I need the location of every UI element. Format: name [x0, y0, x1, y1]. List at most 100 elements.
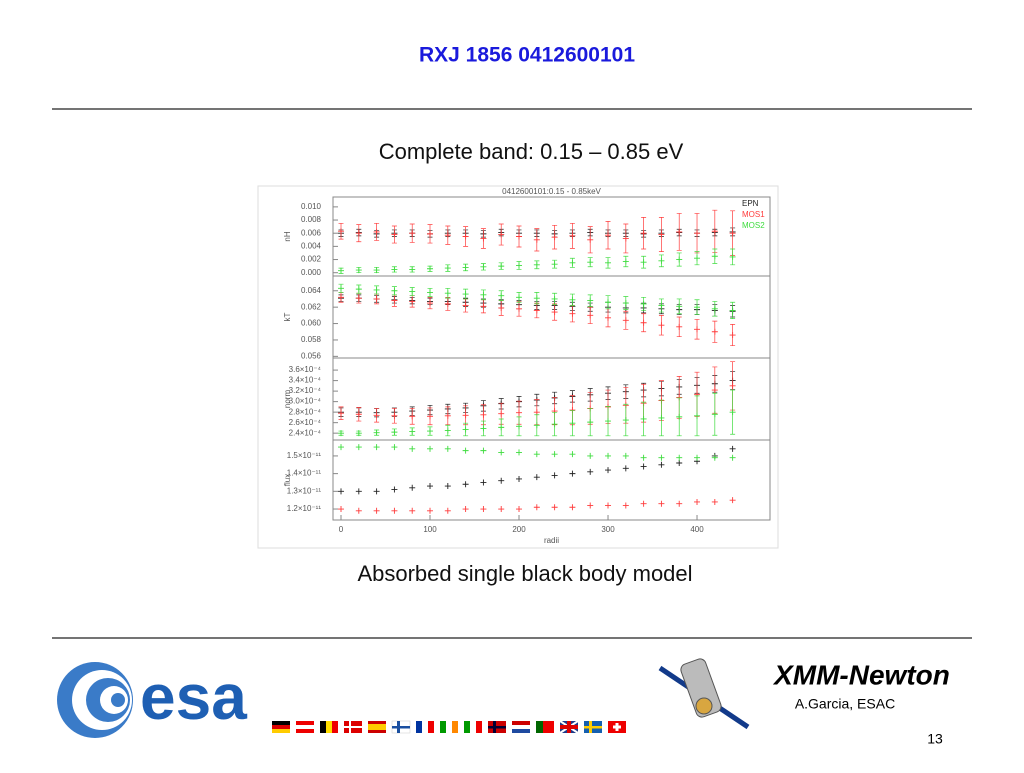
data-point [533, 474, 540, 481]
y-tick-label: 0.062 [301, 302, 322, 311]
x-tick-label: 400 [690, 525, 704, 534]
esa-logo [57, 662, 133, 738]
caption: Absorbed single black body model [357, 561, 692, 586]
legend-entry: MOS2 [742, 221, 765, 230]
data-point [676, 303, 683, 310]
data-point [355, 286, 362, 293]
data-point [729, 382, 736, 389]
data-point [622, 502, 629, 509]
data-point [694, 454, 701, 461]
data-point [676, 500, 683, 507]
y-tick-label: 0.004 [301, 241, 322, 250]
y-tick-label: 3.0×10⁻⁴ [289, 397, 322, 406]
data-point [658, 257, 665, 264]
chart-title: 0412600101:0.15 - 0.85keV [502, 187, 601, 196]
data-point [587, 297, 594, 304]
data-point [658, 461, 665, 468]
data-point [587, 259, 594, 266]
esa-wordmark: esa [140, 661, 247, 733]
data-point [711, 498, 718, 505]
data-point [694, 230, 701, 237]
data-point [373, 488, 380, 495]
data-point [391, 507, 398, 514]
data-point [551, 504, 558, 511]
data-point [462, 291, 469, 298]
data-point [676, 413, 683, 420]
data-point [640, 454, 647, 461]
data-point [498, 292, 505, 299]
data-point [711, 305, 718, 312]
x-tick-label: 0 [339, 525, 344, 534]
data-point [338, 430, 345, 437]
y-tick-label: 0.008 [301, 215, 322, 224]
y-tick-label: 2.4×10⁻⁴ [289, 428, 322, 437]
data-point [480, 411, 487, 418]
data-point [533, 422, 540, 429]
y-tick-label: 1.5×10⁻¹¹ [287, 451, 322, 460]
data-point [462, 481, 469, 488]
data-point [605, 232, 612, 239]
data-point [551, 421, 558, 428]
data-point [338, 228, 345, 235]
data-point [498, 449, 505, 456]
data-point [711, 253, 718, 260]
data-point [658, 500, 665, 507]
data-point [480, 479, 487, 486]
page-number: 13 [927, 731, 943, 747]
data-point [729, 445, 736, 452]
data-point [480, 291, 487, 298]
data-point [729, 454, 736, 461]
y-tick-label: 0.064 [301, 286, 322, 295]
data-point [444, 265, 451, 272]
y-tick-label: 1.2×10⁻¹¹ [287, 504, 322, 513]
data-point [676, 323, 683, 330]
data-point [516, 409, 523, 416]
y-tick-label: 3.6×10⁻⁴ [289, 365, 322, 374]
data-point [622, 235, 629, 242]
mission-name: XMM-Newton [772, 659, 950, 690]
data-point [658, 414, 665, 421]
data-point [391, 486, 398, 493]
data-point [373, 228, 380, 235]
data-point [427, 428, 434, 435]
data-point [355, 507, 362, 514]
data-point [605, 467, 612, 474]
data-point [462, 426, 469, 433]
data-point [498, 477, 505, 484]
data-point [498, 410, 505, 417]
data-point [729, 253, 736, 260]
data-point [640, 230, 647, 237]
data-point [622, 317, 629, 324]
data-point [569, 504, 576, 511]
y-tick-label: 0.000 [301, 268, 322, 277]
data-point [409, 484, 416, 491]
data-point [694, 326, 701, 333]
data-point [409, 230, 416, 237]
data-point [409, 288, 416, 295]
data-point [355, 230, 362, 237]
x-axis-label: radii [544, 536, 559, 545]
data-point [338, 488, 345, 495]
data-point [427, 300, 434, 307]
data-point [533, 261, 540, 268]
data-point [533, 295, 540, 302]
data-point [391, 231, 398, 238]
data-point [480, 506, 487, 513]
data-point [409, 507, 416, 514]
data-point [338, 410, 345, 417]
data-point [569, 470, 576, 477]
y-axis-label: nH [283, 231, 292, 241]
legend-entry: EPN [742, 199, 759, 208]
data-point [409, 413, 416, 420]
data-point [391, 429, 398, 436]
slide-title: RXJ 1856 0412600101 [419, 44, 635, 67]
data-point [516, 475, 523, 482]
y-tick-label: 2.8×10⁻⁴ [289, 407, 322, 416]
member-flags [272, 720, 626, 734]
legend-entry: MOS1 [742, 210, 765, 219]
data-point [498, 506, 505, 513]
data-point [622, 452, 629, 459]
data-point [355, 488, 362, 495]
y-tick-label: 0.056 [301, 351, 322, 360]
